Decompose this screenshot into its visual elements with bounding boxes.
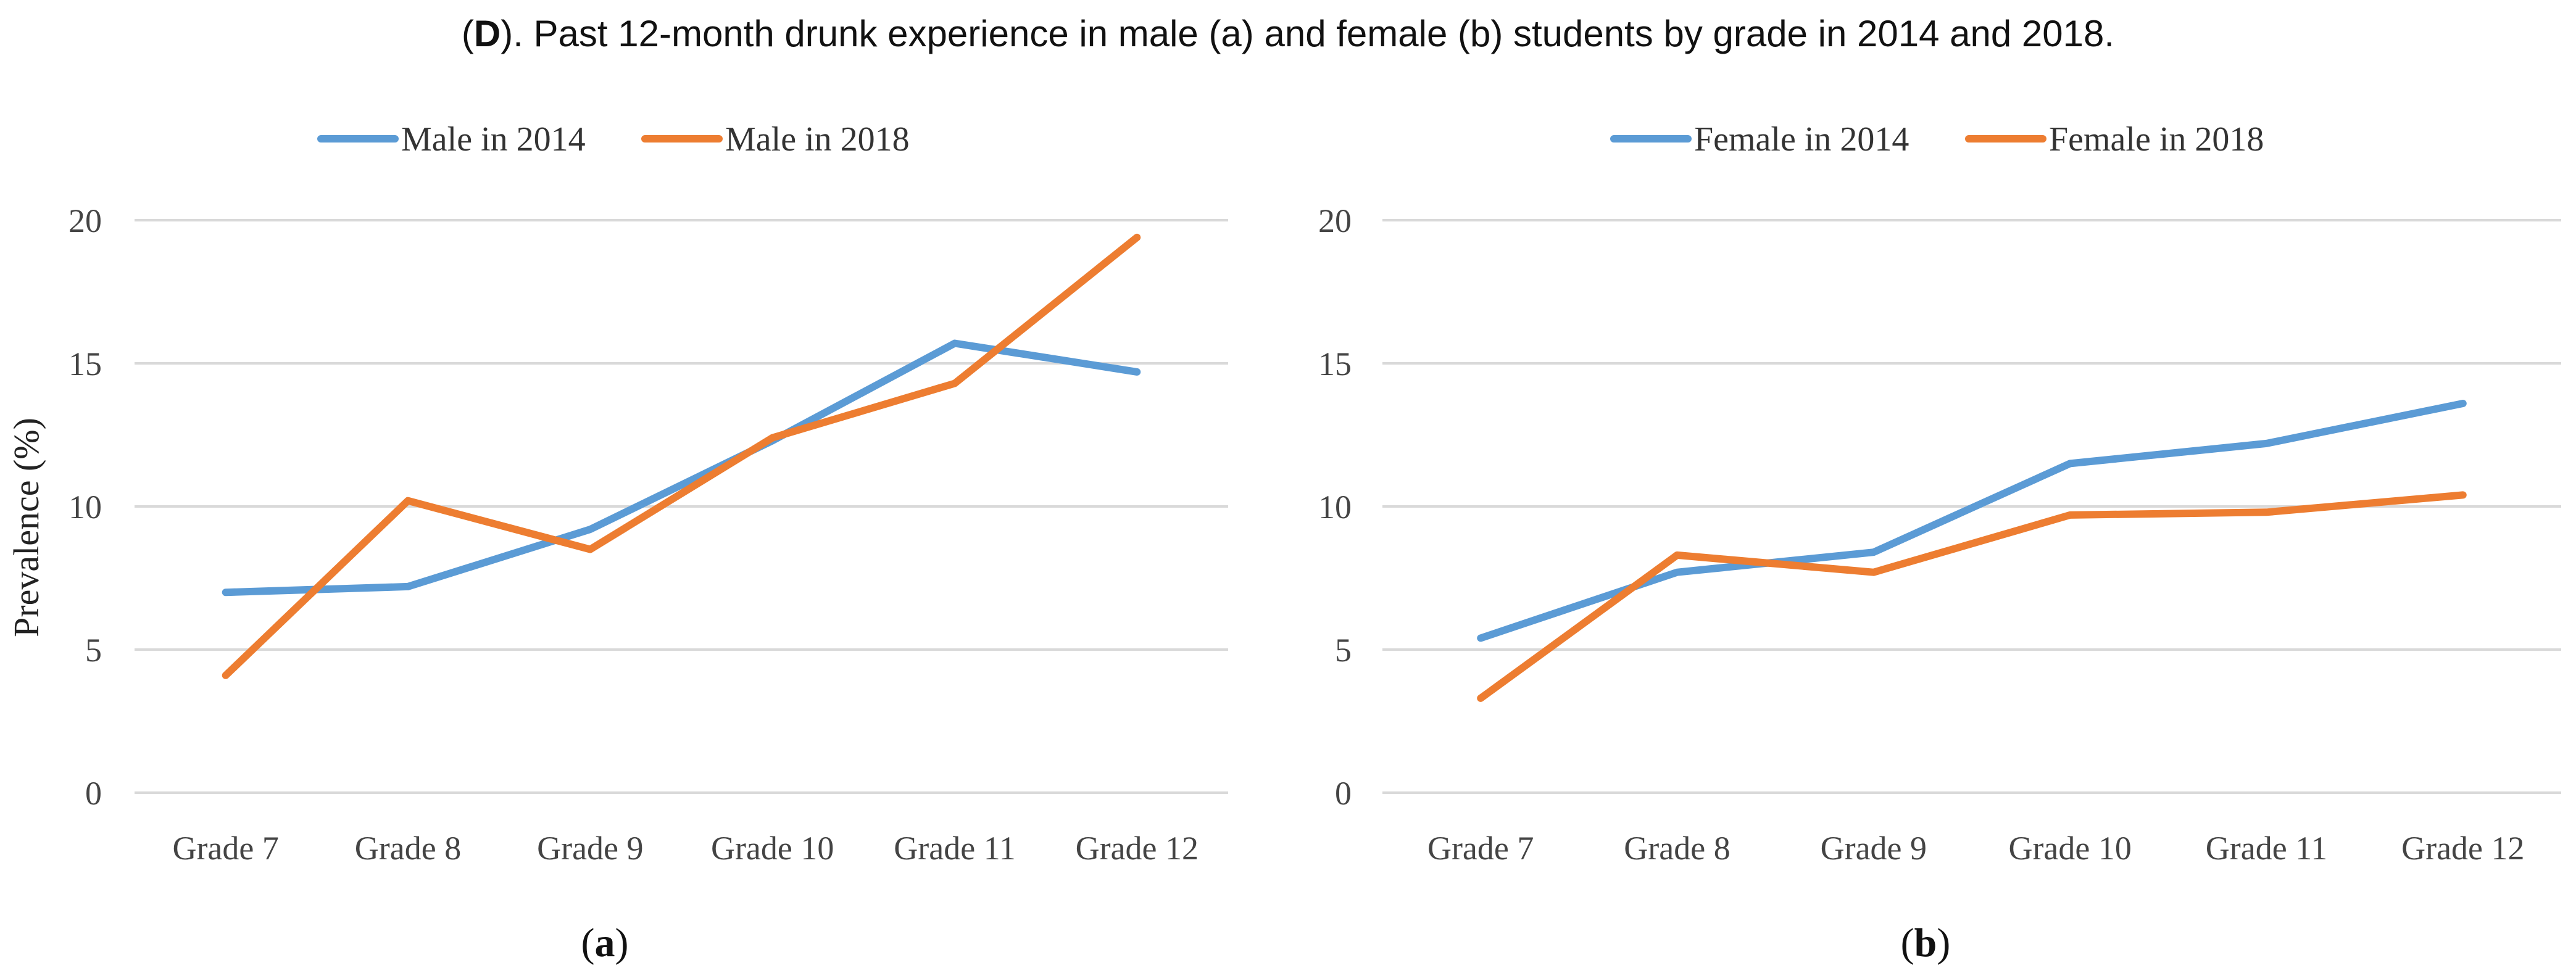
series-line-female-in-2018 bbox=[1477, 491, 2467, 702]
x-tick-label: Grade 12 bbox=[2401, 830, 2524, 867]
caption-open: ( bbox=[1901, 920, 1914, 965]
y-tick-label: 0 bbox=[85, 775, 102, 812]
x-tick-label: Grade 7 bbox=[1427, 830, 1534, 867]
data-point bbox=[2069, 514, 2071, 516]
figure-title-text: ). Past 12-month drunk experience in mal… bbox=[501, 13, 2114, 54]
y-tick-label: 5 bbox=[85, 632, 102, 669]
data-point bbox=[407, 586, 409, 587]
y-tick-label: 0 bbox=[1335, 775, 1352, 812]
legend-label: Female in 2018 bbox=[2049, 120, 2264, 159]
x-tick-label: Grade 12 bbox=[1076, 830, 1199, 867]
legend-label: Male in 2018 bbox=[725, 120, 910, 159]
y-tick-label: 20 bbox=[1318, 202, 1352, 239]
series-line-male-in-2014 bbox=[222, 339, 1141, 597]
x-tick-label: Grade 7 bbox=[172, 830, 278, 867]
caption-close: ) bbox=[615, 920, 629, 965]
figure-title-letter: D bbox=[474, 13, 501, 54]
y-tick-label: 10 bbox=[69, 489, 102, 526]
chart-panel-a: Prevalence (%) 0 5 10 15 20 Grade 7 Grade 8 Gra… bbox=[6, 120, 1228, 965]
x-tick-label: Grade 10 bbox=[711, 830, 834, 867]
y-tick-label: 10 bbox=[1318, 489, 1352, 526]
x-tick-label: Grade 9 bbox=[537, 830, 643, 867]
panel-caption: (b) bbox=[1901, 920, 1951, 965]
x-tick-label: Grade 9 bbox=[1821, 830, 1927, 867]
x-tick-label: Grade 8 bbox=[355, 830, 461, 867]
y-tick-label: 15 bbox=[69, 345, 102, 382]
data-point bbox=[1873, 551, 1874, 553]
y-tick-label: 15 bbox=[1318, 345, 1352, 382]
data-point bbox=[225, 592, 226, 593]
legend-label: Male in 2014 bbox=[401, 120, 586, 159]
x-tick-label: Grade 10 bbox=[2008, 830, 2131, 867]
data-point bbox=[2266, 511, 2267, 513]
legend-label: Female in 2014 bbox=[1694, 120, 1909, 159]
series-line-female-in-2014 bbox=[1477, 400, 2467, 642]
figure-title-prefix: ( bbox=[462, 13, 474, 54]
series-line-male-in-2018 bbox=[222, 233, 1141, 679]
caption-open: ( bbox=[581, 920, 595, 965]
caption-close: ) bbox=[1937, 920, 1950, 965]
chart-panel-b: 0 5 10 15 20 Grade 7 Grade 8 Grade 9 Grade 10 Gra… bbox=[1318, 120, 2561, 965]
data-point bbox=[2266, 443, 2267, 444]
caption-letter: b bbox=[1914, 920, 1937, 965]
y-tick-label: 20 bbox=[69, 202, 102, 239]
caption-letter: a bbox=[595, 920, 615, 965]
y-tick-label: 5 bbox=[1335, 632, 1352, 669]
x-tick-label: Grade 11 bbox=[2206, 830, 2327, 867]
panel-caption: (a) bbox=[581, 920, 629, 965]
data-point bbox=[589, 549, 591, 550]
figure-title: (D). Past 12-month drunk experience in m… bbox=[462, 13, 2114, 54]
x-tick-label: Grade 8 bbox=[1624, 830, 1730, 867]
data-point bbox=[589, 529, 591, 530]
x-tick-label: Grade 11 bbox=[894, 830, 1015, 867]
data-point bbox=[407, 500, 409, 502]
data-point bbox=[772, 437, 773, 439]
y-axis-label: Prevalence (%) bbox=[6, 418, 46, 637]
data-point bbox=[2069, 463, 2071, 464]
